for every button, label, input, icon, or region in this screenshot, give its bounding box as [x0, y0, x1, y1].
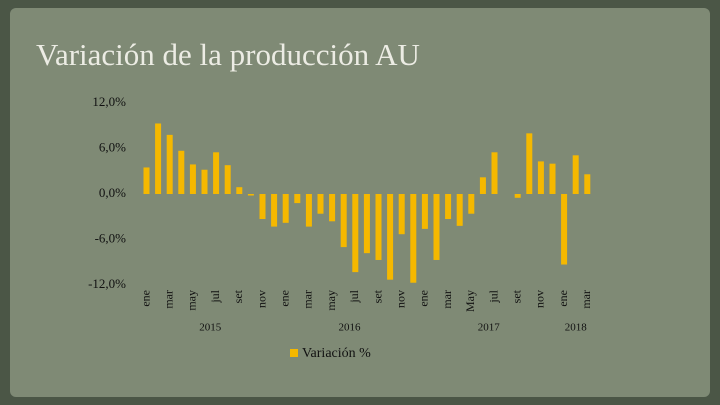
bar — [549, 163, 556, 194]
bar — [491, 152, 498, 194]
bar — [340, 194, 347, 248]
x-tick-label: mar — [301, 290, 315, 309]
chart-title: Variación de la producción AU — [36, 37, 420, 72]
bar — [155, 123, 162, 194]
panel — [10, 8, 710, 397]
bar — [410, 194, 417, 283]
bar — [282, 194, 289, 223]
year-label: 2018 — [565, 322, 588, 334]
bar — [224, 165, 231, 194]
bar — [456, 194, 463, 226]
x-tick-label: set — [370, 289, 384, 303]
x-tick-label: May — [463, 290, 477, 312]
year-label: 2017 — [478, 322, 501, 334]
bar — [468, 194, 475, 214]
bar — [178, 150, 185, 194]
x-tick-label: nov — [254, 290, 268, 308]
bar — [526, 133, 533, 194]
bar — [271, 194, 278, 227]
bar — [479, 177, 486, 194]
x-tick-label: jul — [347, 289, 361, 303]
x-tick-label: may — [324, 290, 338, 311]
bar — [305, 194, 312, 227]
bar — [375, 194, 382, 260]
bar — [236, 187, 243, 194]
x-tick-label: mar — [161, 290, 175, 309]
legend-label: Variación % — [302, 346, 371, 361]
x-tick-label: ene — [417, 290, 431, 307]
bar — [387, 194, 394, 280]
bar — [398, 194, 405, 235]
y-tick-label: 12,0% — [92, 94, 126, 109]
bar — [317, 194, 324, 214]
bar — [445, 194, 452, 220]
year-label: 2016 — [339, 322, 362, 334]
bar — [363, 194, 370, 254]
x-tick-label: jul — [208, 289, 222, 303]
bar — [421, 194, 428, 229]
y-tick-label: 6,0% — [99, 139, 126, 154]
bar — [561, 194, 568, 265]
x-tick-label: mar — [440, 290, 454, 309]
bar — [584, 174, 591, 194]
y-tick-label: -6,0% — [95, 230, 127, 245]
bar — [189, 164, 196, 194]
x-tick-label: ene — [138, 290, 152, 307]
bar — [166, 134, 173, 194]
year-label: 2015 — [199, 322, 222, 334]
bar — [572, 155, 579, 194]
bar — [143, 167, 150, 194]
x-tick-label: nov — [533, 290, 547, 308]
bar — [433, 194, 440, 260]
x-tick-label: set — [231, 289, 245, 303]
x-tick-label: set — [509, 289, 523, 303]
x-tick-label: ene — [556, 290, 570, 307]
x-tick-label: mar — [579, 290, 593, 309]
bar — [514, 194, 521, 198]
x-tick-label: jul — [486, 289, 500, 303]
bar — [537, 161, 544, 194]
y-tick-label: 0,0% — [99, 185, 126, 200]
bar — [294, 194, 301, 204]
bar — [259, 194, 266, 220]
legend-swatch — [290, 349, 298, 357]
bar — [201, 169, 208, 194]
bar — [352, 194, 359, 273]
bar — [329, 194, 336, 222]
bar — [247, 194, 254, 196]
bar — [213, 152, 220, 194]
x-tick-label: nov — [393, 290, 407, 308]
x-tick-label: ene — [277, 290, 291, 307]
y-tick-label: -12,0% — [88, 276, 126, 291]
x-tick-label: may — [185, 290, 199, 311]
